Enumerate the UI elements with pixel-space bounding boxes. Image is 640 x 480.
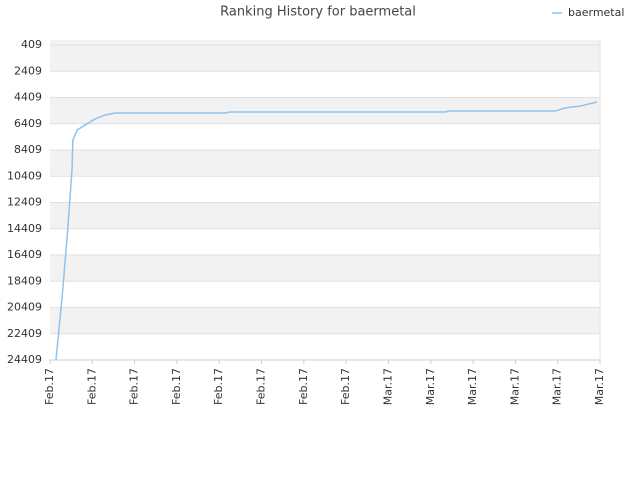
x-tick-label: Feb.17: [255, 368, 268, 405]
y-tick-label: 18409: [7, 274, 42, 287]
y-tick-label: 12409: [7, 196, 42, 209]
y-tick-label: 6409: [14, 117, 42, 130]
grid-band: [50, 307, 600, 334]
chart-title: Ranking History for baermetal: [220, 5, 416, 20]
x-tick-label: Feb.17: [297, 368, 310, 405]
y-tick-label: 24409: [7, 353, 42, 366]
y-tick-label: 20409: [7, 301, 42, 314]
x-tick-label: Mar.17: [508, 368, 521, 405]
series-line: [55, 101, 598, 361]
y-tick-label: 409: [21, 38, 42, 51]
x-tick-label: Mar.17: [593, 368, 606, 405]
x-tick-label: Mar.17: [466, 368, 479, 405]
y-tick-label: 22409: [7, 327, 42, 340]
grid-band: [50, 45, 600, 72]
x-tick-label: Feb.17: [212, 368, 225, 405]
x-tick-label: Feb.17: [170, 368, 183, 405]
x-tick-label: Feb.17: [128, 368, 141, 405]
grid-band: [50, 150, 600, 177]
x-tick-label: Feb.17: [339, 368, 352, 405]
y-tick-label: 10409: [7, 169, 42, 182]
x-tick-label: Mar.17: [551, 368, 564, 405]
grid-band: [50, 202, 600, 229]
y-tick-label: 4409: [14, 91, 42, 104]
x-tick-label: Mar.17: [424, 368, 437, 405]
x-tick-label: Mar.17: [381, 368, 394, 405]
x-tick-label: Feb.17: [43, 368, 56, 405]
y-tick-label: 8409: [14, 143, 42, 156]
x-tick-label: Feb.17: [85, 368, 98, 405]
grid-band: [50, 40, 600, 46]
legend-label: baermetal: [568, 6, 624, 19]
grid-band: [50, 255, 600, 282]
y-tick-label: 16409: [7, 248, 42, 261]
y-tick-label: 2409: [14, 64, 42, 77]
y-tick-label: 14409: [7, 222, 42, 235]
